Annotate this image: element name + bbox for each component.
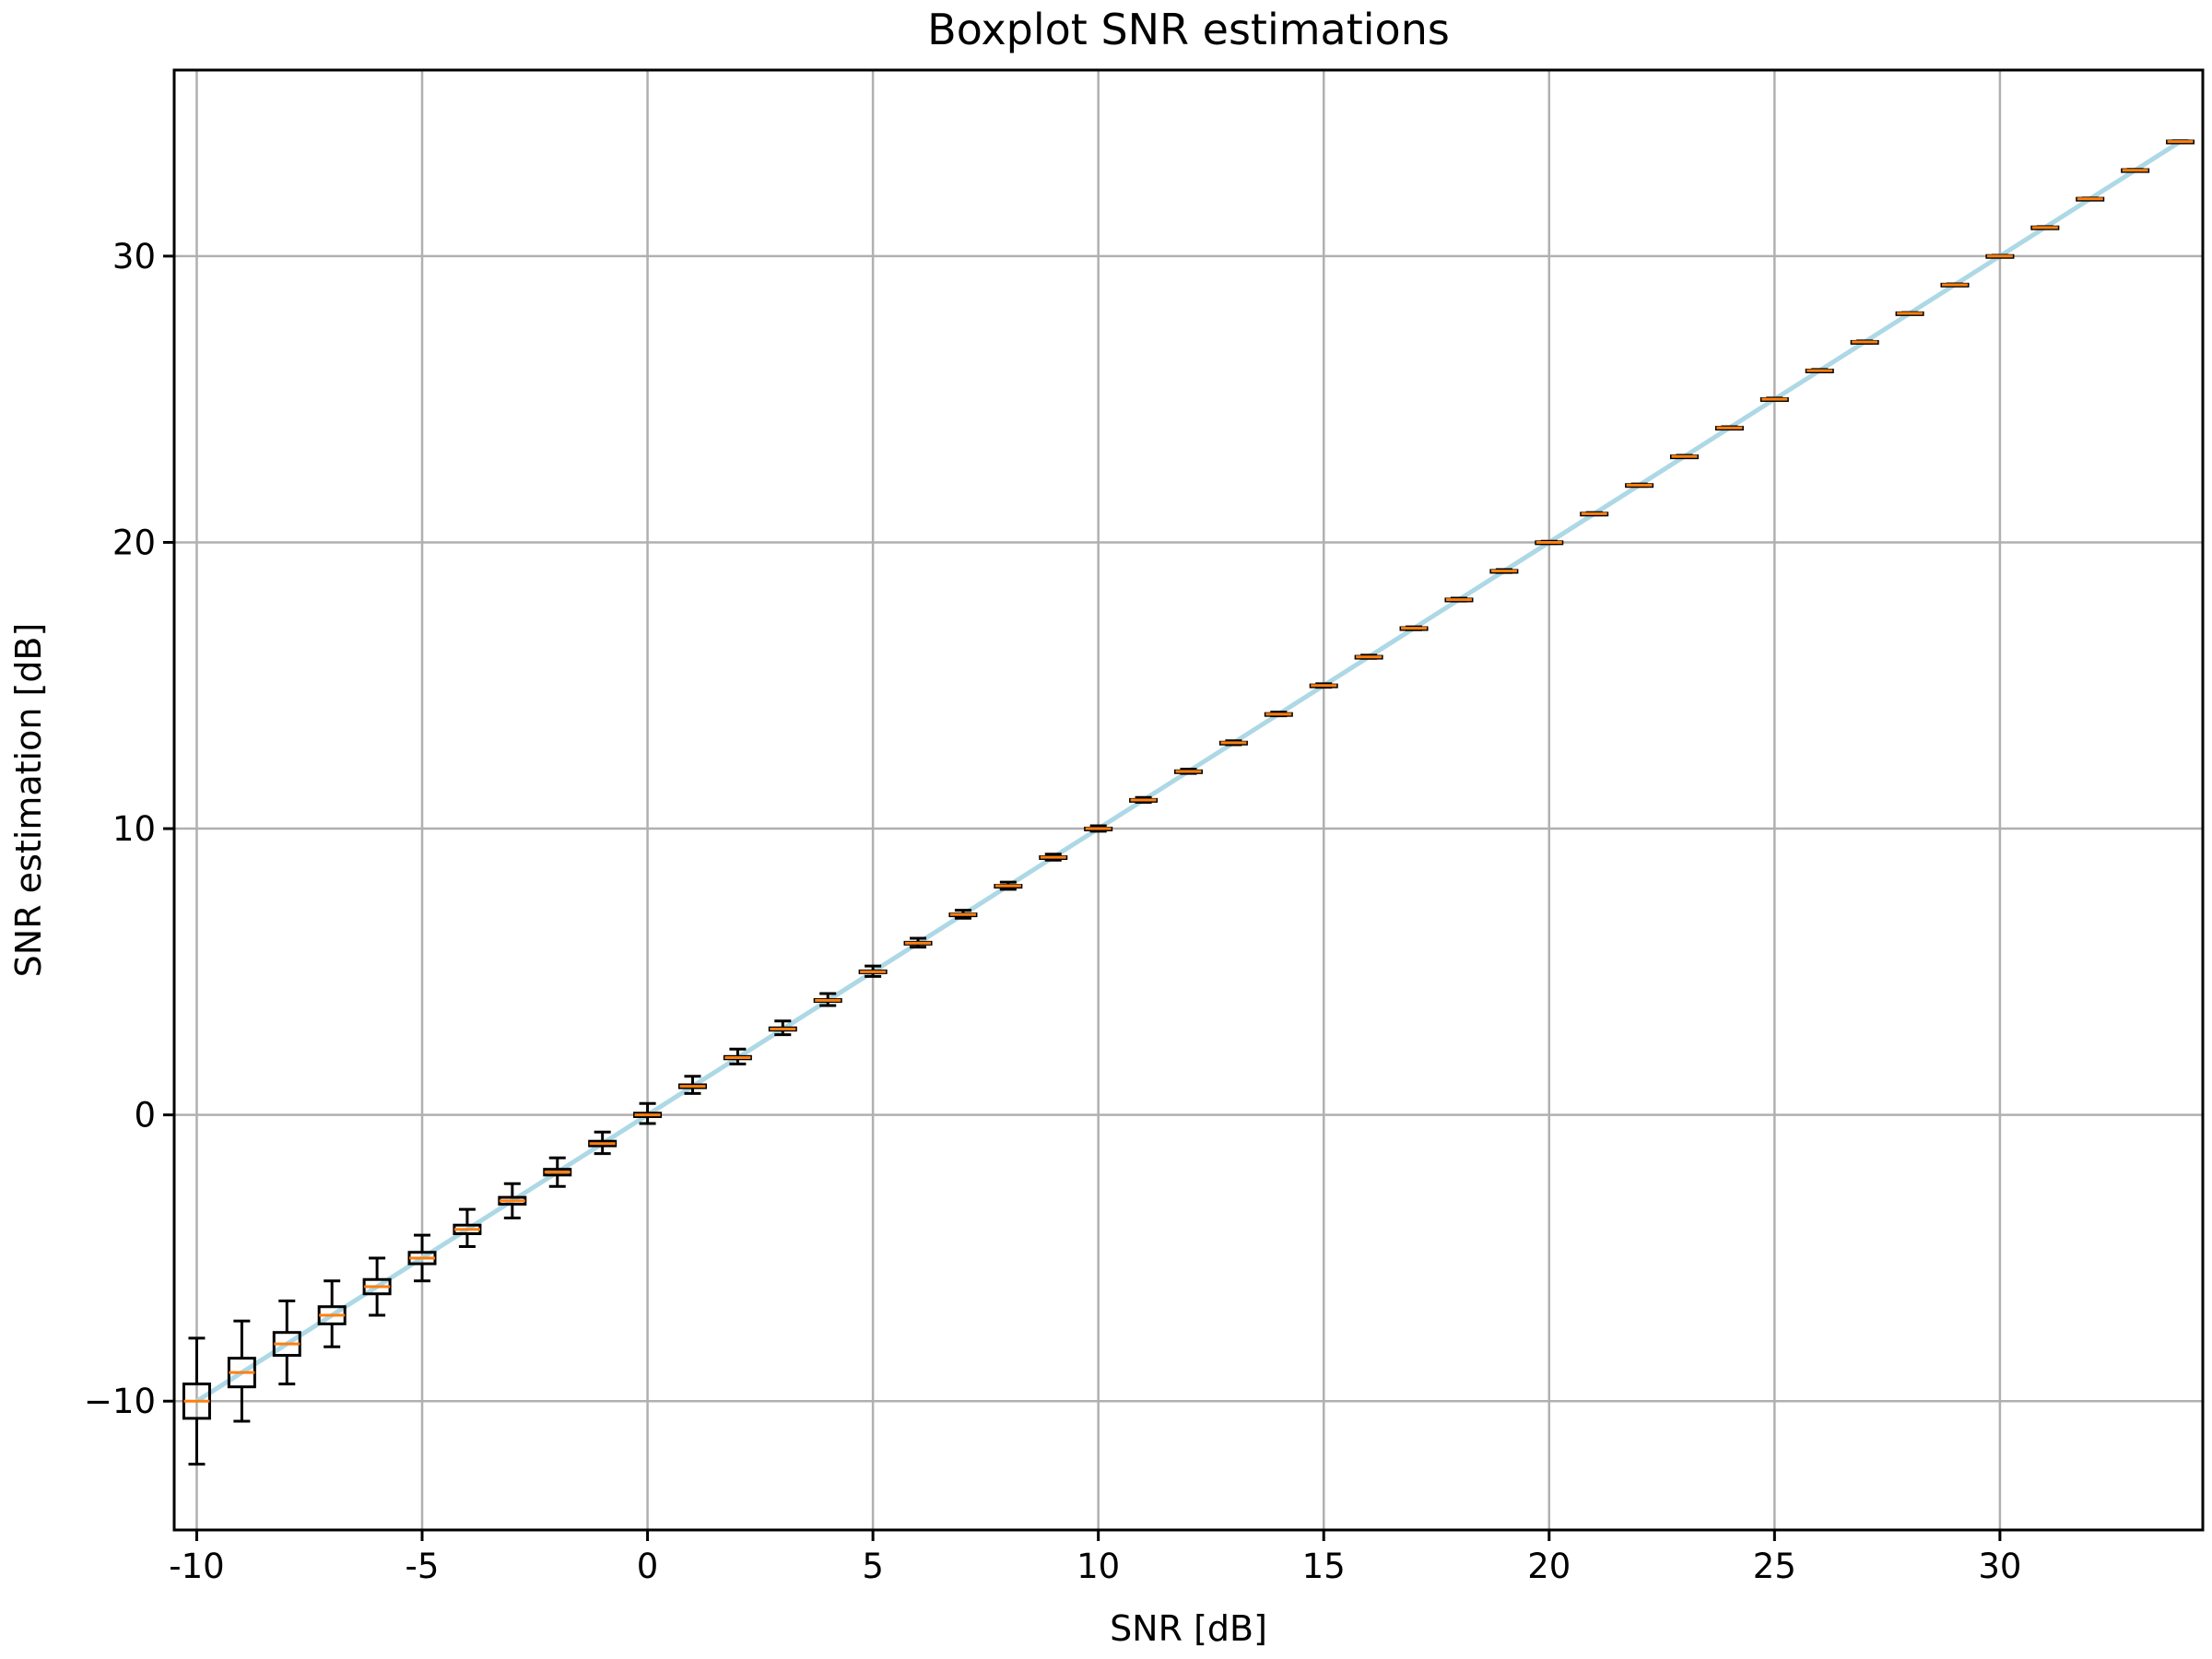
x-tick-label: 0 <box>637 1547 659 1586</box>
box <box>1985 253 2015 259</box>
box <box>633 1101 663 1125</box>
box <box>2076 196 2105 202</box>
x-axis-label: SNR [dB] <box>1110 1608 1267 1649</box>
box <box>1129 795 1159 804</box>
x-tick-label: -10 <box>169 1547 224 1586</box>
box <box>1444 596 1474 603</box>
box <box>2121 168 2150 173</box>
box <box>948 909 978 920</box>
box <box>1309 682 1338 689</box>
y-tick-label: 30 <box>112 237 156 276</box>
box <box>1625 482 1654 488</box>
box <box>813 992 842 1007</box>
box <box>1489 568 1519 574</box>
chart-title: Boxplot SNR estimations <box>927 5 1450 54</box>
box <box>453 1207 482 1249</box>
x-tick-label: 5 <box>862 1547 884 1586</box>
box <box>1535 539 1564 546</box>
box <box>1354 653 1383 660</box>
x-axis-ticks: -10 -5 0 5 10 15 20 25 30 <box>169 1530 2021 1586</box>
y-tick-label: 10 <box>112 809 156 849</box>
x-tick-label: -5 <box>406 1547 440 1586</box>
box <box>543 1156 572 1188</box>
box <box>1399 625 1429 631</box>
box <box>272 1300 301 1386</box>
x-tick-label: 25 <box>1753 1547 1796 1586</box>
box <box>498 1182 527 1219</box>
boxes-layer <box>182 139 2195 1466</box>
box <box>407 1233 437 1283</box>
box <box>858 964 888 978</box>
box <box>1670 453 1700 460</box>
y-axis-label: SNR estimation [dB] <box>8 623 49 978</box>
x-tick-label: 20 <box>1527 1547 1571 1586</box>
box <box>588 1130 618 1156</box>
box <box>723 1047 752 1065</box>
y-tick-label: 0 <box>134 1096 156 1135</box>
x-tick-label: 30 <box>1978 1547 2021 1586</box>
box <box>1264 711 1293 718</box>
box <box>1714 425 1744 431</box>
box <box>994 880 1023 891</box>
plot-frame <box>172 68 2205 1532</box>
y-axis-ticks: −10 0 10 20 30 <box>84 237 174 1421</box>
y-tick-label: 20 <box>112 523 156 562</box>
box <box>1174 767 1203 775</box>
box <box>1895 311 1924 316</box>
box <box>2166 139 2195 145</box>
box <box>1850 339 1879 345</box>
box <box>1580 511 1609 517</box>
x-tick-label: 15 <box>1302 1547 1346 1586</box>
box <box>317 1279 347 1348</box>
box <box>2030 225 2060 230</box>
box <box>182 1336 211 1466</box>
box <box>1940 282 1970 288</box>
box <box>362 1256 392 1317</box>
box <box>903 936 933 949</box>
y-tick-label: −10 <box>84 1382 156 1421</box>
box <box>1759 396 1789 403</box>
x-tick-label: 10 <box>1077 1547 1120 1586</box>
box <box>768 1019 797 1037</box>
grid <box>174 70 2203 1530</box>
box <box>677 1075 707 1095</box>
box <box>1039 853 1068 862</box>
box <box>1218 739 1248 747</box>
box <box>227 1319 256 1423</box>
box <box>1805 368 1834 373</box>
box <box>1084 824 1113 833</box>
